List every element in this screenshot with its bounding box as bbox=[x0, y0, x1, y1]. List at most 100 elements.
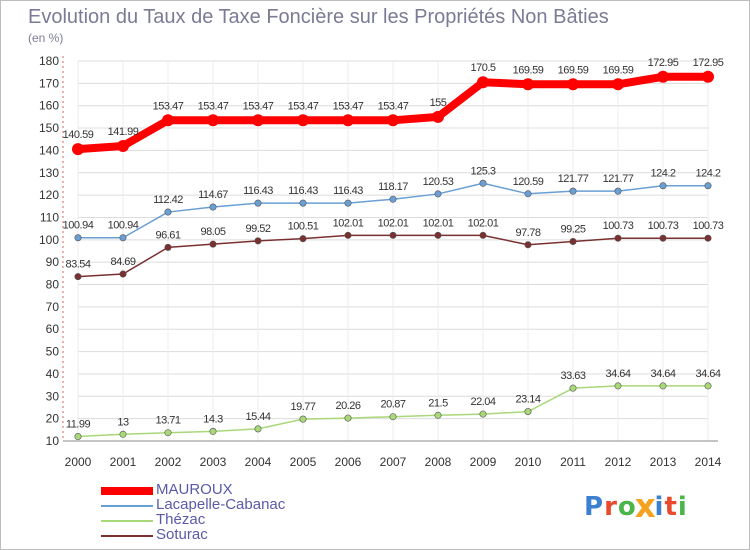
data-label: 153.47 bbox=[153, 100, 184, 112]
data-point bbox=[344, 231, 352, 239]
x-tick-label: 2003 bbox=[200, 455, 227, 469]
data-point bbox=[434, 411, 442, 419]
data-label: 140.59 bbox=[63, 129, 94, 141]
data-label: 124.2 bbox=[650, 168, 675, 180]
data-point bbox=[299, 235, 307, 243]
data-label: 118.17 bbox=[378, 181, 408, 193]
data-label: 102.01 bbox=[378, 217, 409, 229]
data-point bbox=[704, 182, 712, 190]
data-point bbox=[569, 187, 577, 195]
x-tick-label: 2014 bbox=[695, 455, 722, 469]
data-point bbox=[702, 70, 714, 83]
data-point bbox=[569, 238, 577, 246]
legend-label: Thézac bbox=[156, 511, 206, 528]
x-tick-label: 2007 bbox=[380, 455, 407, 469]
data-label: 120.53 bbox=[423, 176, 454, 188]
logo-letter: i bbox=[654, 492, 665, 522]
data-point bbox=[207, 114, 219, 127]
y-tick-label: 180 bbox=[39, 54, 59, 68]
chart-unit: (en %) bbox=[28, 31, 64, 45]
x-tick-label: 2010 bbox=[515, 455, 542, 469]
data-point bbox=[522, 78, 534, 91]
y-tick-label: 140 bbox=[39, 143, 59, 157]
data-point bbox=[389, 231, 397, 239]
data-label: 23.14 bbox=[515, 394, 540, 406]
y-tick-label: 80 bbox=[46, 278, 60, 292]
y-tick-label: 120 bbox=[39, 188, 59, 202]
data-label: 120.59 bbox=[513, 176, 544, 188]
data-label: 99.25 bbox=[560, 224, 585, 236]
data-point bbox=[299, 199, 307, 207]
y-tick-label: 70 bbox=[46, 300, 60, 314]
logo-letter: r bbox=[604, 492, 618, 522]
data-point bbox=[74, 234, 82, 242]
logo-letter: o bbox=[617, 492, 637, 522]
data-point bbox=[477, 76, 489, 89]
data-label: 153.47 bbox=[198, 100, 229, 112]
y-tick-label: 170 bbox=[39, 76, 59, 90]
data-point bbox=[209, 240, 217, 248]
data-point bbox=[612, 78, 624, 91]
y-tick-label: 90 bbox=[46, 255, 60, 269]
legend-label: MAUROUX bbox=[156, 481, 233, 498]
data-point bbox=[567, 78, 579, 91]
data-label: 102.01 bbox=[468, 217, 499, 229]
proxiti-logo: Proxiti bbox=[584, 488, 688, 526]
data-label: 121.77 bbox=[603, 173, 634, 185]
data-label: 170.5 bbox=[470, 62, 495, 74]
data-point bbox=[119, 270, 127, 278]
data-point bbox=[164, 208, 172, 216]
data-label: 100.94 bbox=[108, 220, 139, 232]
data-label: 121.77 bbox=[558, 173, 589, 185]
data-label: 100.51 bbox=[288, 221, 319, 233]
data-label: 153.47 bbox=[378, 100, 409, 112]
data-point bbox=[659, 382, 667, 390]
legend-label: Lacapelle-Cabanac bbox=[156, 496, 286, 513]
data-point bbox=[524, 190, 532, 198]
legend-swatch bbox=[101, 520, 153, 522]
data-point bbox=[299, 415, 307, 423]
data-label: 84.69 bbox=[110, 256, 135, 268]
data-point bbox=[164, 243, 172, 251]
x-tick-label: 2012 bbox=[605, 455, 632, 469]
data-point bbox=[389, 413, 397, 421]
legend-swatch bbox=[101, 535, 153, 537]
y-tick-label: 100 bbox=[39, 233, 59, 247]
data-point bbox=[704, 234, 712, 242]
x-tick-label: 2004 bbox=[245, 455, 272, 469]
data-point bbox=[344, 414, 352, 422]
data-point bbox=[254, 425, 262, 433]
data-label: 169.59 bbox=[558, 64, 589, 76]
data-label: 13 bbox=[117, 416, 129, 428]
y-tick-label: 150 bbox=[39, 121, 59, 135]
legend-label: Soturac bbox=[156, 526, 208, 543]
x-tick-label: 2008 bbox=[425, 455, 452, 469]
data-point bbox=[252, 114, 264, 127]
x-tick-label: 2001 bbox=[110, 455, 137, 469]
data-point bbox=[614, 382, 622, 390]
x-tick-label: 2013 bbox=[650, 455, 677, 469]
data-label: 100.94 bbox=[63, 220, 94, 232]
data-point bbox=[164, 429, 172, 437]
data-label: 21.5 bbox=[428, 397, 448, 409]
data-label: 13.71 bbox=[155, 415, 180, 427]
x-tick-label: 2009 bbox=[470, 455, 497, 469]
data-label: 100.73 bbox=[693, 220, 724, 232]
data-point bbox=[614, 234, 622, 242]
data-point bbox=[74, 273, 82, 281]
data-label: 116.43 bbox=[243, 185, 273, 197]
data-label: 34.64 bbox=[650, 368, 675, 380]
x-tick-label: 2006 bbox=[335, 455, 362, 469]
data-label: 116.43 bbox=[288, 185, 318, 197]
data-point bbox=[389, 195, 397, 203]
data-point bbox=[119, 234, 127, 242]
logo-letter: P bbox=[584, 492, 605, 522]
chart-title: Evolution du Taux de Taxe Foncière sur l… bbox=[28, 6, 609, 28]
data-label: 83.54 bbox=[65, 259, 90, 271]
data-label: 125.3 bbox=[470, 165, 495, 177]
data-point bbox=[162, 114, 174, 127]
data-label: 20.26 bbox=[335, 400, 360, 412]
data-label: 172.95 bbox=[648, 57, 679, 69]
y-tick-label: 10 bbox=[46, 434, 60, 448]
